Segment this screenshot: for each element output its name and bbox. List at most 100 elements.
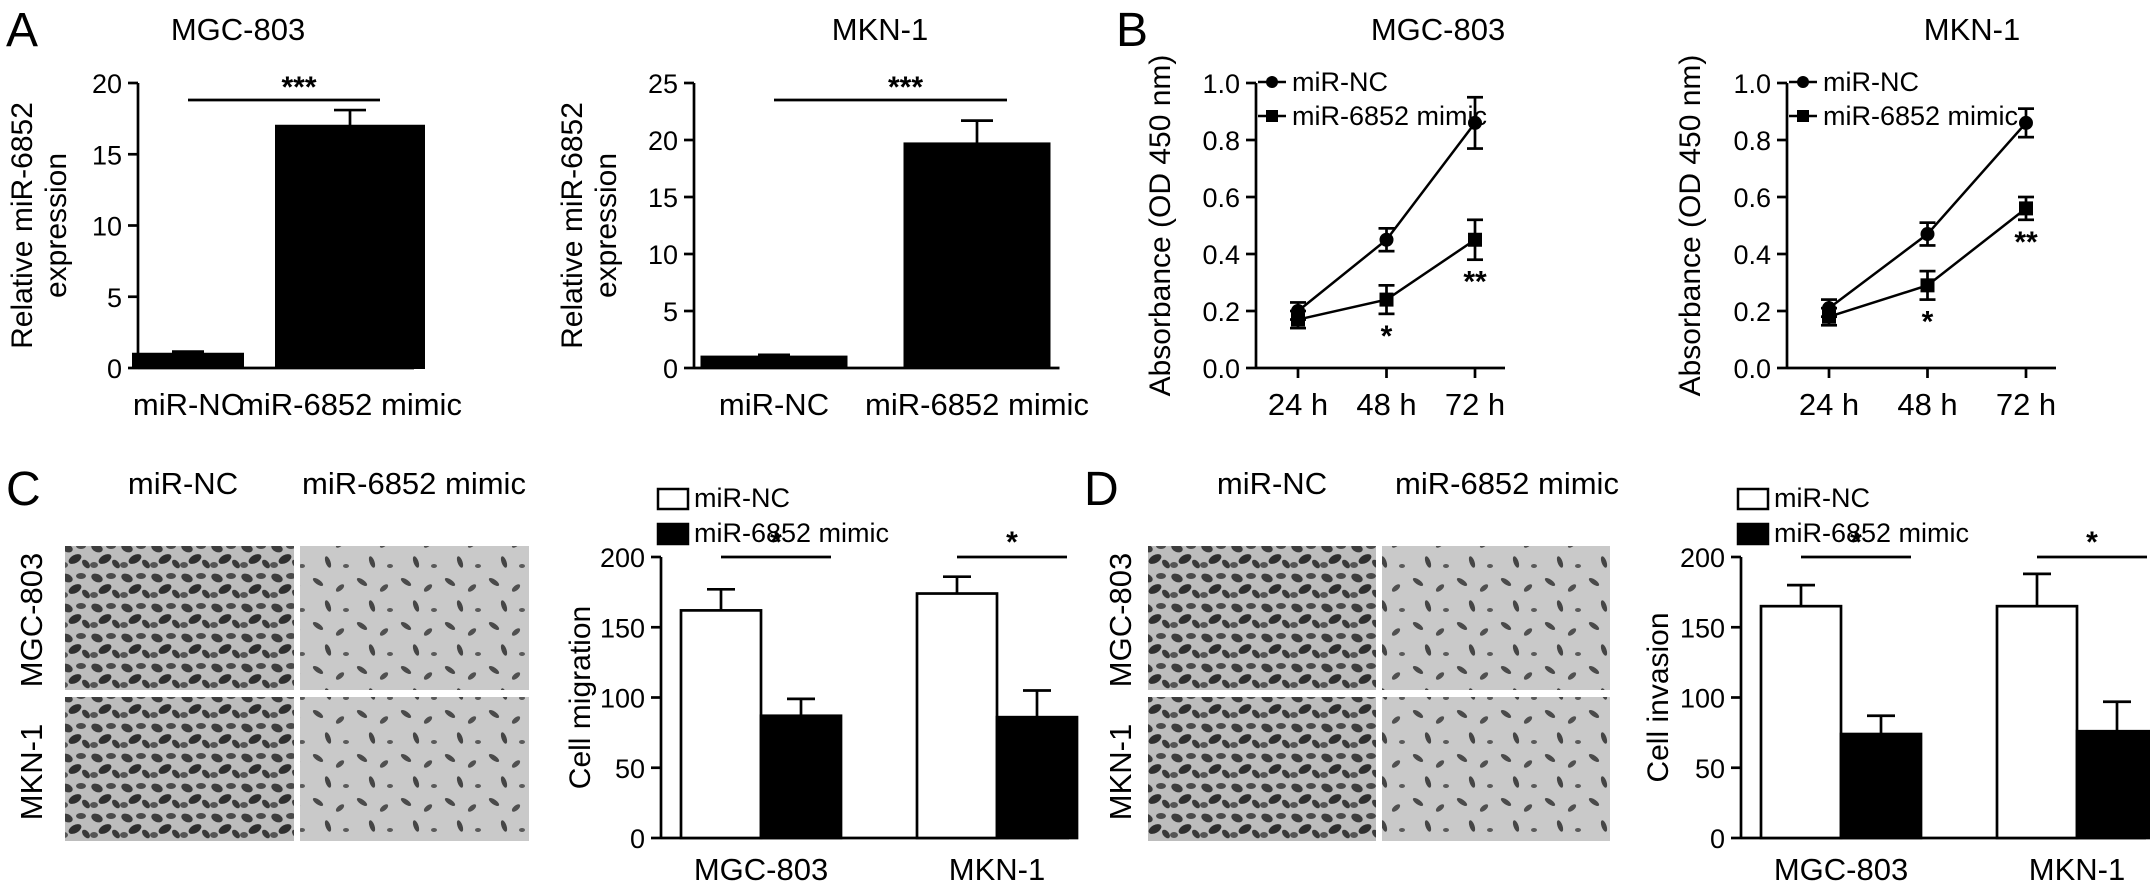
legend-label: miR-NC: [1774, 483, 1870, 513]
y-tick-label: 150: [600, 613, 645, 643]
x-tick-label: 72 h: [1445, 387, 1505, 422]
micrograph-d-mgc803-mimic: [1382, 546, 1610, 690]
legend-marker-square: [1797, 110, 1809, 122]
y-tick-label: 0.8: [1733, 126, 1771, 156]
panel-d-micrographs: miR-NC miR-6852 mimic MGC-803 MKN-1: [1103, 466, 1619, 841]
y-tick-label: 0: [1710, 824, 1725, 854]
bar: [903, 142, 1051, 369]
y-tick-label: 0.0: [1202, 354, 1240, 384]
data-point-square: [1468, 232, 1482, 247]
data-point-square: [1291, 312, 1305, 327]
x-tick-label: 72 h: [1996, 387, 2056, 422]
y-tick-label: 20: [92, 69, 122, 99]
legend-label: miR-6852 mimic: [1823, 101, 2018, 131]
significance-label: *: [1850, 526, 1862, 559]
bar-nc: [679, 609, 763, 840]
significance-label: ***: [281, 71, 316, 104]
panel-c-col-label-mimic: miR-6852 mimic: [302, 466, 526, 501]
significance-label: *: [1922, 306, 1934, 339]
bar-mimic: [2075, 729, 2150, 840]
y-tick-label: 0.6: [1202, 183, 1240, 213]
panel-letter-c: C: [6, 463, 41, 516]
bar: [275, 124, 425, 369]
legend-label: miR-NC: [1292, 67, 1388, 97]
y-tick-label: 100: [600, 684, 645, 714]
bar-nc: [1995, 604, 2079, 840]
chart-title: MKN-1: [1924, 12, 2020, 47]
y-tick-label: 10: [92, 212, 122, 242]
y-tick-label: 5: [663, 297, 678, 327]
chart-title: MGC-803: [1371, 12, 1505, 47]
y-tick-label: 0.0: [1733, 354, 1771, 384]
x-tick-label: 48 h: [1356, 387, 1416, 422]
panel-c-col-label-nc: miR-NC: [128, 466, 238, 501]
legend-swatch: [656, 522, 690, 546]
panel-c-row-label-mgc803: MGC-803: [14, 553, 49, 687]
x-category-label: miR-NC: [719, 387, 829, 422]
panel-letter-a: A: [6, 4, 38, 57]
y-tick-label: 0: [663, 354, 678, 384]
micrograph-d-mkn1-nc: [1148, 697, 1376, 841]
x-category-label: MKN-1: [949, 852, 1045, 887]
y-tick-label: 15: [648, 183, 678, 213]
x-category-label: miR-6852 mimic: [238, 387, 462, 422]
chart-b-mkn1-absorbance: MKN-1 0.0 0.2 0.4 0.6 0.8 1.0 Absorbance (OD 45…: [1674, 12, 2056, 422]
micrograph-d-mgc803-nc: [1148, 546, 1376, 690]
chart-c-cell-migration: 0 50 100 150 200 Cell migration * MGC-803 * MKN-1…: [564, 483, 1079, 887]
micrograph-c-mgc803-mimic: [300, 546, 529, 690]
y-tick-label: 20: [648, 126, 678, 156]
data-point-circle: [1920, 227, 1935, 242]
chart-a-mgc803-expression: MGC-803 0 5 10 15 20 Relative miR-6852 expressi…: [6, 12, 462, 422]
data-point-circle: [1379, 232, 1394, 247]
x-tick-label: 24 h: [1799, 387, 1859, 422]
data-point-square: [1822, 309, 1836, 324]
x-category-label: miR-6852 mimic: [865, 387, 1089, 422]
y-tick-label: 0.4: [1733, 240, 1771, 270]
y-tick-label: 5: [107, 283, 122, 313]
significance-label: *: [1381, 320, 1393, 353]
panel-d-row-label-mkn1: MKN-1: [1103, 724, 1138, 820]
legend-marker-circle: [1797, 76, 1809, 88]
y-axis-title-line2: expression: [590, 153, 623, 298]
data-point-circle: [1468, 115, 1482, 130]
x-category-label: MKN-1: [2029, 852, 2125, 887]
series-line-0: [1297, 122, 1476, 312]
significance-label: *: [770, 526, 782, 559]
panel-d-row-label-mgc803: MGC-803: [1103, 553, 1138, 687]
data-point-square: [2019, 201, 2033, 216]
micrograph-c-mkn1-mimic: [300, 697, 529, 841]
y-tick-label: 50: [615, 754, 645, 784]
y-axis-title: Cell invasion: [1642, 612, 1675, 782]
y-tick-label: 0.6: [1733, 183, 1771, 213]
chart-d-cell-invasion: 0 50 100 150 200 Cell invasion * MGC-803 * MKN-1 m…: [1642, 483, 2150, 887]
x-category-label: MGC-803: [1774, 852, 1908, 887]
panel-letter-b: B: [1116, 4, 1148, 57]
x-tick-label: 48 h: [1897, 387, 1957, 422]
chart-b-mgc803-absorbance: MGC-803 0.0 0.2 0.4 0.6 0.8 1.0 Absorbance (OD …: [1144, 12, 1505, 422]
bar: [700, 355, 848, 370]
bar-mimic: [1839, 732, 1923, 840]
y-axis-title: Absorbance (OD 450 nm): [1674, 55, 1707, 397]
micrograph-d-mkn1-mimic: [1382, 697, 1610, 841]
panel-d-col-label-nc: miR-NC: [1217, 466, 1327, 501]
bar-nc: [1759, 604, 1843, 840]
bar-mimic: [995, 715, 1079, 840]
chart-title: MKN-1: [832, 12, 928, 47]
y-tick-label: 0.2: [1733, 297, 1771, 327]
bar-mimic: [759, 714, 843, 840]
bar: [132, 352, 244, 369]
legend-swatch: [1736, 487, 1770, 511]
significance-label: **: [1463, 266, 1487, 299]
legend-swatch: [656, 487, 690, 511]
significance-label: **: [2014, 226, 2038, 259]
data-point-square: [1920, 278, 1935, 293]
y-tick-label: 0.4: [1202, 240, 1240, 270]
y-tick-label: 50: [1695, 754, 1725, 784]
y-tick-label: 0: [107, 354, 122, 384]
significance-label: *: [2086, 526, 2098, 559]
significance-label: *: [1006, 526, 1018, 559]
y-axis-title-line1: Relative miR-6852: [6, 102, 39, 349]
y-tick-label: 15: [92, 140, 122, 170]
legend-label: miR-6852 mimic: [1292, 101, 1487, 131]
y-axis-title-line2: expression: [40, 153, 73, 298]
